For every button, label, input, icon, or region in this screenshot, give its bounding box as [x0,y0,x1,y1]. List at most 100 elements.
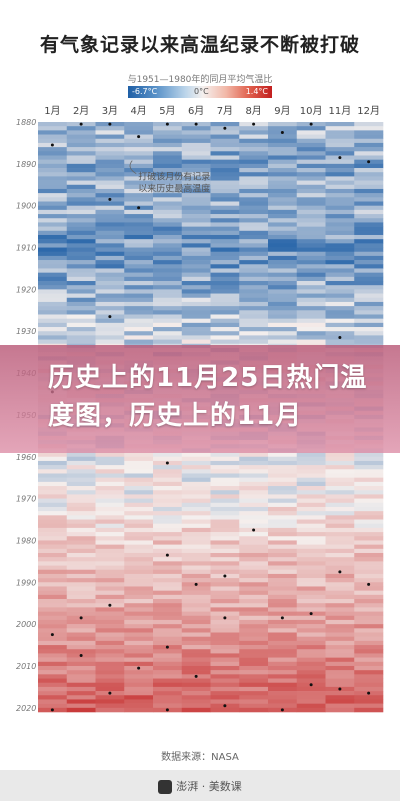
heatmap-cell [153,586,183,591]
heatmap-cell [354,636,384,642]
heatmap-cell [181,544,211,550]
heatmap-cell [239,674,269,679]
month-label: 12月 [357,105,380,117]
heatmap-cell [210,632,240,637]
heatmap-cell [124,230,154,236]
heatmap-cell [181,209,211,215]
heatmap-cell [325,578,355,583]
heatmap-cell [38,611,68,617]
heatmap-cell [124,318,154,324]
heatmap-cell [296,586,326,591]
record-marker [137,206,141,210]
heatmap-cell [124,201,154,206]
heatmap-cell [354,473,384,478]
heatmap-cell [181,494,211,499]
heatmap-cell [124,159,154,165]
heatmap-cell [95,230,125,236]
heatmap-cell [268,678,298,683]
heatmap-cell [210,297,240,303]
heatmap-cell [239,536,269,541]
heatmap-cell [268,276,298,282]
heatmap-cell [239,234,269,240]
heatmap-cell [66,674,96,679]
month-label: 1月 [44,105,60,117]
heatmap-cell [296,281,326,286]
heatmap-cell [153,590,183,596]
heatmap-cell [66,699,96,704]
heatmap-cell [38,691,68,696]
heatmap-cell [66,226,96,232]
heatmap-cell [38,615,68,621]
heatmap-cell [325,197,355,202]
heatmap-cell [181,214,211,219]
data-source: 数据来源：NASA [161,752,239,763]
heatmap-cell [239,142,269,148]
heatmap-cell [210,260,240,265]
heatmap-cell [268,494,298,499]
heatmap-cell [124,477,154,483]
heatmap-cell [181,686,211,692]
heatmap-cell [181,607,211,612]
heatmap-cell [38,586,68,591]
heatmap-cell [66,540,96,545]
heatmap-cell [268,281,298,286]
heatmap-cell [210,473,240,478]
heatmap-cell [66,130,96,135]
heatmap-cell [95,452,125,458]
heatmap-cell [124,515,154,520]
heatmap-cell [268,519,298,524]
heatmap-cell [354,260,384,265]
heatmap-cell [38,301,68,307]
heatmap-cell [268,645,298,650]
heatmap-cell [354,653,384,658]
heatmap-cell [210,331,240,336]
heatmap-cell [95,151,125,156]
heatmap-cell [181,134,211,140]
heatmap-cell [153,506,183,512]
heatmap-cell [38,695,68,700]
heatmap-cell [153,180,183,186]
heatmap-cell [296,201,326,206]
heatmap-cell [239,544,269,550]
heatmap-cell [239,615,269,621]
heatmap-cell [66,649,96,654]
heatmap-cell [181,678,211,683]
heatmap-cell [296,557,326,562]
heatmap-cell [354,130,384,135]
heatmap-cell [210,460,240,466]
heatmap-cell [354,460,384,466]
heatmap-cell [268,565,298,571]
heatmap-cell [210,636,240,642]
heatmap-cell [38,594,68,600]
heatmap-cell [296,552,326,558]
heatmap-cell [239,226,269,232]
heatmap-cell [181,147,211,152]
heatmap-cell [239,486,269,491]
heatmap-cell [38,536,68,541]
heatmap-cell [296,272,326,278]
heatmap-cell [296,293,326,299]
heatmap-cell [95,628,125,633]
heatmap-cell [124,239,154,244]
heatmap-cell [95,640,125,646]
heatmap-cell [153,511,183,516]
heatmap-cell [38,209,68,215]
heatmap-cell [296,573,326,579]
heatmap-cell [268,285,298,290]
heatmap-cell [296,699,326,704]
heatmap-cell [210,552,240,558]
heatmap-cell [325,247,355,253]
heatmap-cell [210,335,240,340]
heatmap-cell [124,578,154,583]
heatmap-cell [124,339,154,345]
heatmap-cell [268,532,298,537]
heatmap-cell [354,234,384,240]
heatmap-cell [210,456,240,462]
heatmap-cell [153,678,183,683]
heatmap-cell [181,289,211,294]
heatmap-cell [153,456,183,462]
heatmap-cell [181,632,211,637]
heatmap-cell [210,486,240,491]
heatmap-cell [239,665,269,671]
heatmap-cell [268,691,298,696]
